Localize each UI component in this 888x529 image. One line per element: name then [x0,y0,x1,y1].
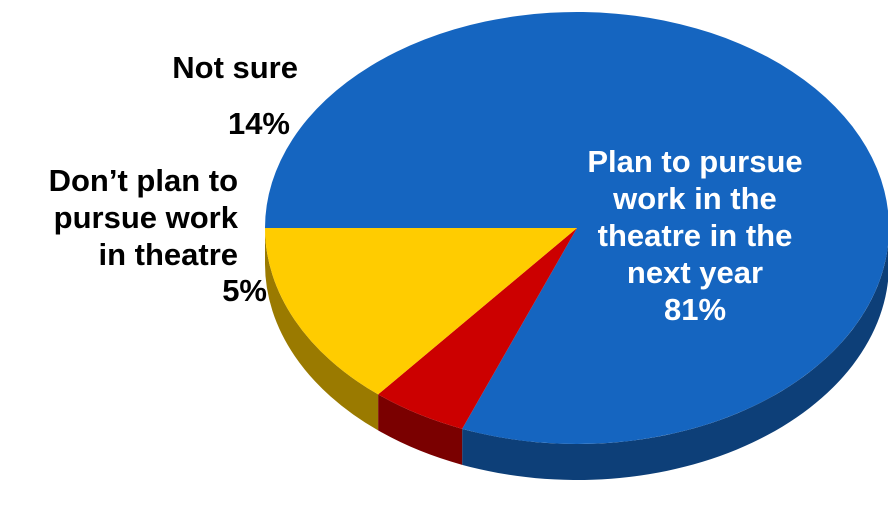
slice-label-line: Not sure [172,50,298,85]
slice-label-line: Don’t plan to [49,163,238,198]
slice-value-2: 14% [228,106,290,141]
slice-value-1: 5% [222,273,267,308]
pie-labels: Plan to pursue work in the theatre in the n… [49,50,803,327]
pie-slice-2 [265,228,577,395]
slice-value-0: 81% [664,292,726,327]
pie-depth [265,228,888,480]
slice-label-2: Not sure [172,50,298,85]
slice-label-0: Plan to pursue work in the theatre in the n… [587,144,802,290]
slice-label-line: pursue work [54,200,239,235]
slice-label-1: Don’t plan to pursue work in theatre [49,163,239,272]
pie-slice-0 [265,12,888,445]
pie-top [265,12,888,445]
slice-label-line: next year [627,255,763,290]
pie-side-2 [265,228,379,431]
pie-slice-1 [378,228,577,429]
slice-label-line: in theatre [98,237,238,272]
slice-label-line: work in the [612,181,777,216]
pie-side-1 [378,394,463,465]
slice-label-line: theatre in the [598,218,793,253]
pie-side-0 [462,244,888,480]
slice-label-line: Plan to pursue [587,144,802,179]
